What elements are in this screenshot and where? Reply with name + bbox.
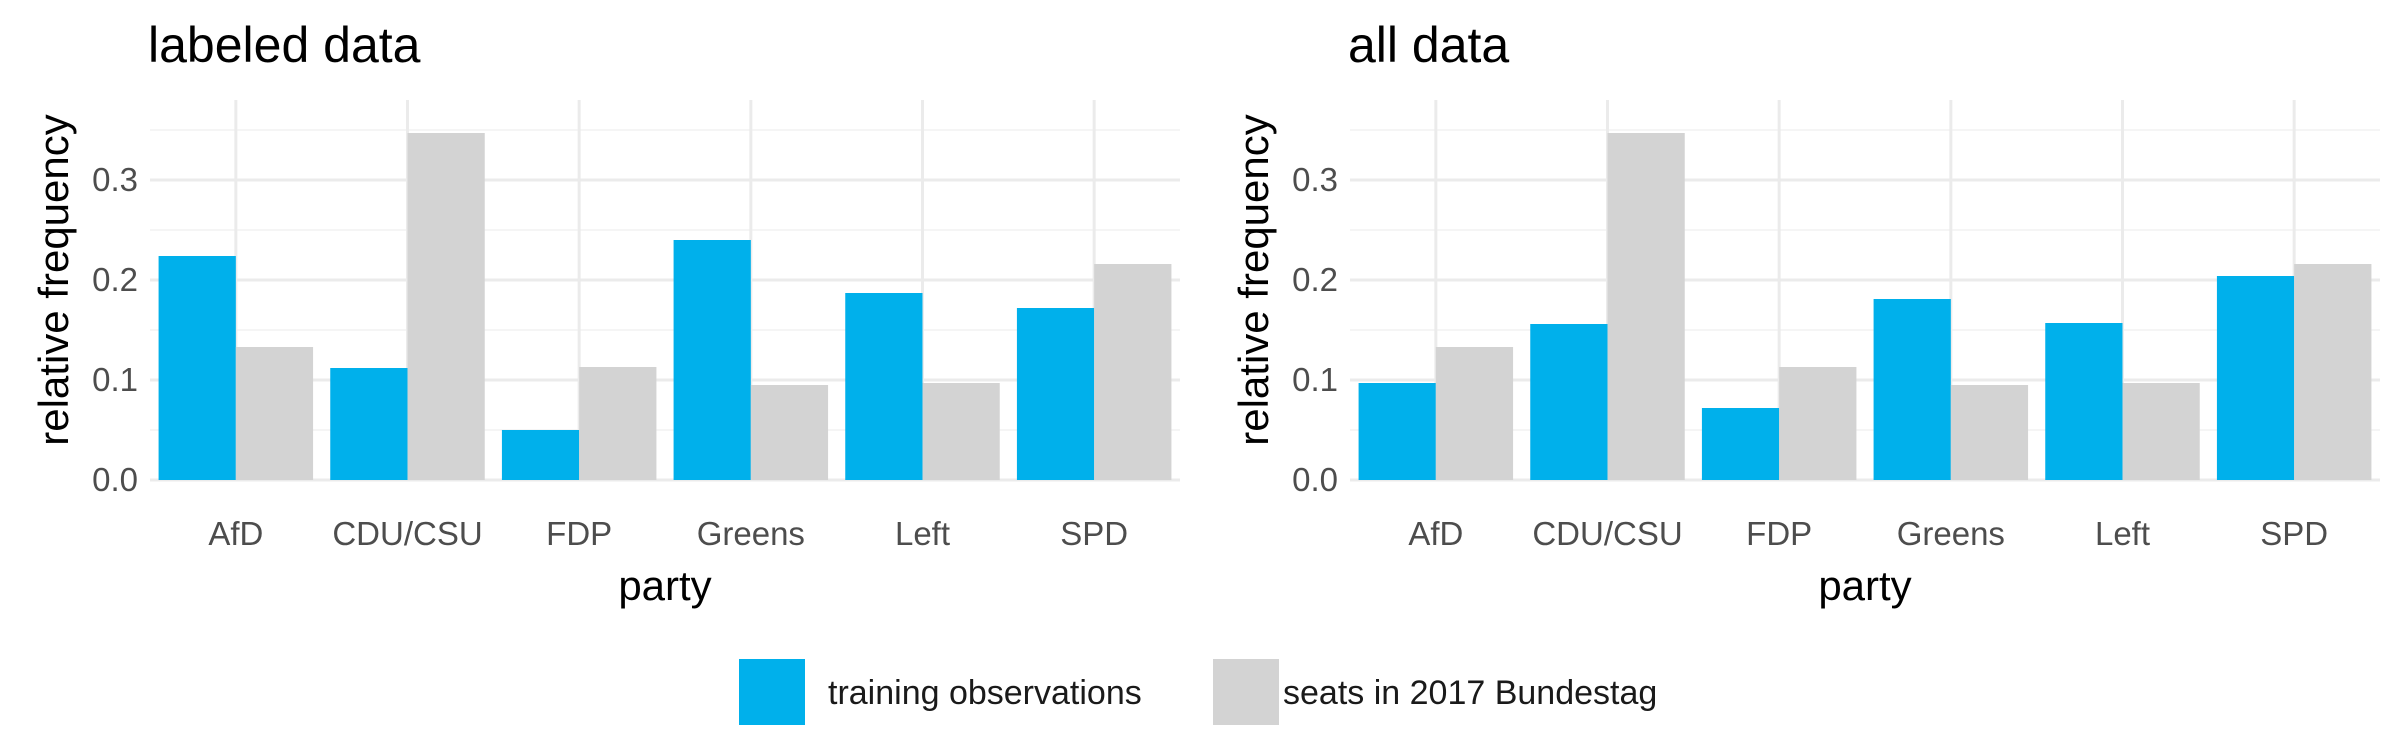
bar-training-left [845,293,923,480]
bar-seats-spd [1094,264,1172,480]
chart-title: labeled data [148,17,421,73]
y-axis-title: relative frequency [1230,114,1277,446]
x-tick-label: CDU/CSU [332,515,482,552]
bar-training-afd [1358,383,1436,480]
chart-panels: 0.0 0.1 0.2 0.3 AfD CDU/CSU FDP Greens Left SPD la… [30,17,2380,609]
bar-training-greens [1873,299,1951,480]
bar-training-greens [673,240,751,480]
bar-training-left [2045,323,2123,480]
bar-seats-greens [750,385,829,480]
y-tick-label: 0.1 [92,361,138,398]
bar-seats-afd [1435,347,1514,480]
x-tick-label: CDU/CSU [1532,515,1682,552]
y-tick-label: 0.0 [1292,461,1338,498]
bar-seats-greens [1950,385,2029,480]
bar-training-fdp [501,430,580,480]
y-axis-title: relative frequency [30,114,77,446]
bar-seats-spd [2294,264,2372,480]
legend-label-seats: seats in 2017 Bundestag [1283,674,1657,712]
x-tick-label: AfD [208,515,263,552]
chart-title: all data [1348,17,1509,73]
bar-seats-cducsu [407,133,485,480]
x-tick-label: Left [2095,515,2150,552]
x-tick-label: SPD [2260,515,2328,552]
bar-training-spd [2216,276,2295,480]
y-tick-label: 0.2 [1292,261,1338,298]
y-tick-label: 0.3 [1292,161,1338,198]
bar-seats-fdp [1779,367,1857,480]
legend-label-training: training observations [828,674,1142,712]
legend-swatch-training [739,659,805,725]
panel-1: 0.0 0.1 0.2 0.3 AfD CDU/CSU FDP Greens Left SPD la… [30,17,1180,609]
bar-seats-cducsu [1607,133,1685,480]
x-tick-label: Left [895,515,950,552]
x-tick-label: Greens [1897,515,2005,552]
bar-training-spd [1016,308,1095,480]
legend: training observations seats in 2017 Bund… [739,659,1657,725]
x-axis-title: party [1818,562,1911,609]
x-axis-title: party [618,562,711,609]
y-tick-label: 0.0 [92,461,138,498]
bar-training-fdp [1701,408,1780,480]
bar-seats-fdp [579,367,657,480]
bar-seats-afd [235,347,314,480]
x-tick-label: Greens [697,515,805,552]
bar-training-cducsu [330,368,408,480]
legend-swatch-seats [1213,659,1279,725]
x-tick-label: SPD [1060,515,1128,552]
y-tick-label: 0.1 [1292,361,1338,398]
bar-seats-left [2122,383,2200,480]
x-tick-label: FDP [1746,515,1812,552]
x-tick-label: FDP [546,515,612,552]
bar-seats-left [922,383,1000,480]
x-tick-label: AfD [1408,515,1463,552]
y-tick-label: 0.3 [92,161,138,198]
bar-training-afd [158,256,236,480]
panel-2: 0.0 0.1 0.2 0.3 AfD CDU/CSU FDP Greens Left SPD al… [1230,17,2380,609]
y-tick-label: 0.2 [92,261,138,298]
bar-training-cducsu [1530,324,1608,480]
